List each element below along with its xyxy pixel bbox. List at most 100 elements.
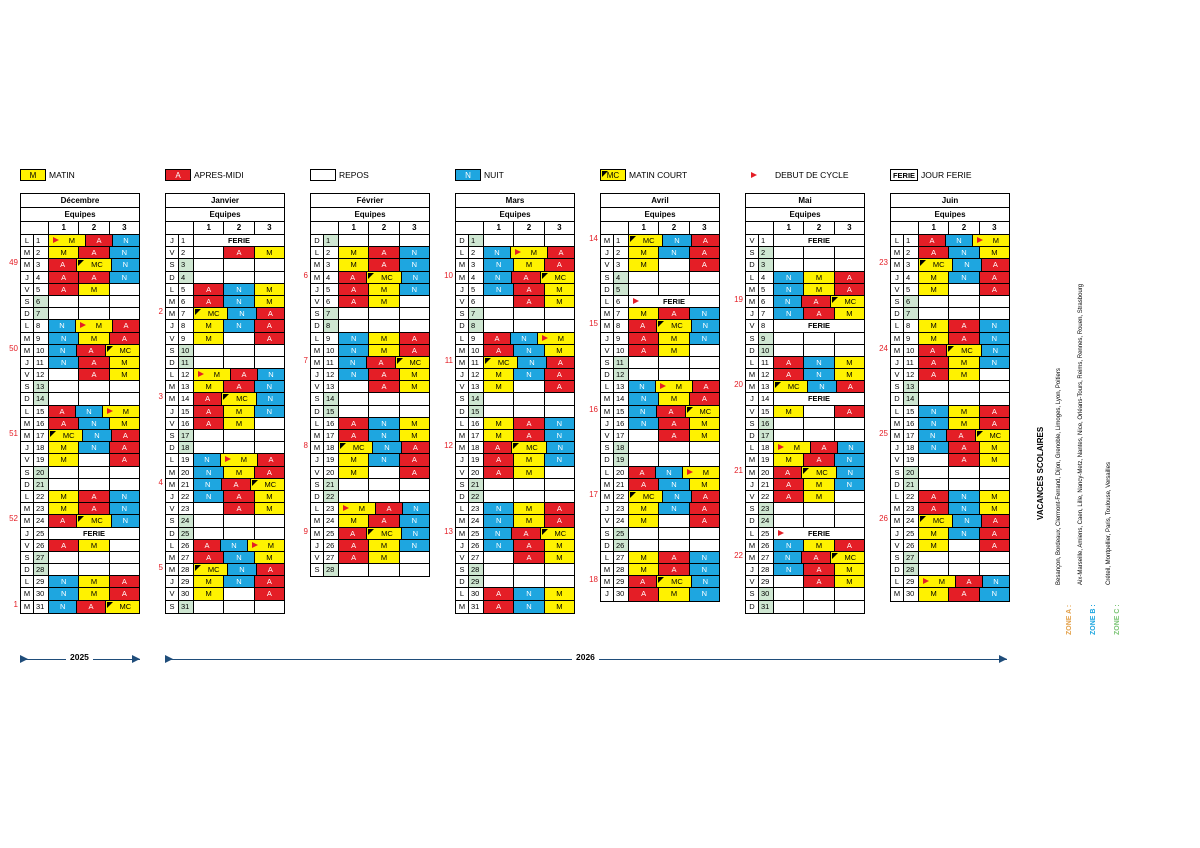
shift-cell: M xyxy=(683,466,719,478)
day-number: 25 xyxy=(179,527,194,539)
day-number: 18 xyxy=(469,442,484,454)
team-number: 3 xyxy=(122,223,127,232)
weekday: V xyxy=(891,539,904,551)
shift-cell: M xyxy=(834,356,864,369)
weekday: S xyxy=(21,466,34,478)
shift-cell xyxy=(919,466,950,478)
shift-cell: N xyxy=(484,515,515,527)
day-number: 7 xyxy=(34,308,49,320)
team-number: 1 xyxy=(339,222,370,234)
day-row: M 20 A MC N xyxy=(746,466,864,479)
shift-cell xyxy=(980,467,1009,478)
shift-cell: M xyxy=(514,503,545,515)
day-row: M 19 M A N xyxy=(746,454,864,467)
day-row: M 17 M A N xyxy=(456,430,574,443)
day-row: M 7 MC N A xyxy=(166,308,284,321)
shift-cell xyxy=(980,369,1009,380)
shift-cell xyxy=(369,405,400,417)
day-number: 20 xyxy=(179,466,194,478)
shift-cell: N xyxy=(774,551,803,564)
day-number: 21 xyxy=(759,478,774,490)
shift-cell: N xyxy=(949,527,980,539)
shift-cell xyxy=(255,272,284,283)
weekday: M xyxy=(311,515,324,527)
arrow-icon xyxy=(999,655,1007,663)
shift-cell: M xyxy=(79,332,110,344)
holiday-cell: FERIE xyxy=(629,296,719,307)
week-number: 51 xyxy=(9,429,18,438)
day-row: S 28 xyxy=(311,564,429,577)
shift-cell: M xyxy=(79,576,110,588)
day-number: 1 xyxy=(759,235,774,247)
shift-cell: A xyxy=(689,515,719,527)
shift-cell: MC xyxy=(484,356,519,369)
day-row: L 20 A N M xyxy=(601,466,719,479)
shift-cell xyxy=(339,308,370,320)
shift-cell: N xyxy=(373,442,402,454)
day-number: 15 xyxy=(904,405,919,417)
weekday: D xyxy=(166,527,179,539)
day-row: S 11 xyxy=(601,356,719,370)
shift-cell: A xyxy=(514,539,545,551)
day-number: 3 xyxy=(759,259,774,271)
shift-cell xyxy=(484,393,515,405)
day-number: 17 xyxy=(904,430,919,442)
shift-cell: A xyxy=(254,588,284,600)
day-row: M 20 N M A xyxy=(166,466,284,479)
day-number: 4 xyxy=(759,271,774,283)
shift-cell: A xyxy=(194,405,225,417)
shift-cell: MC xyxy=(105,600,139,613)
shift-cell xyxy=(545,576,574,587)
shift-cell: N xyxy=(76,405,103,417)
weekday: D xyxy=(311,235,324,247)
weekday: M xyxy=(601,490,614,503)
shift-cell: N xyxy=(224,283,255,295)
shift-cell: A xyxy=(629,478,660,490)
shift-cell: M xyxy=(194,320,225,332)
shift-cell: M xyxy=(919,576,956,588)
day-number: 18 xyxy=(759,442,774,454)
shift-cell: M xyxy=(79,283,110,295)
day-number: 6 xyxy=(614,295,629,308)
shift-cell xyxy=(400,552,429,563)
day-row: D 17 xyxy=(746,430,864,443)
legend-label: REPOS xyxy=(339,169,369,180)
shift-cell xyxy=(919,308,950,320)
shift-cell xyxy=(545,479,574,490)
shift-cell xyxy=(255,259,284,270)
day-number: 15 xyxy=(34,405,49,417)
week-number: 4 xyxy=(158,478,163,487)
day-number: 12 xyxy=(324,369,339,381)
shift-cell: A xyxy=(86,235,113,247)
day-row: M 16 A N M xyxy=(21,417,139,430)
shift-cell: A xyxy=(802,551,831,564)
shift-cell xyxy=(629,539,660,551)
teams-header: Equipes xyxy=(21,208,139,222)
shift-cell: N xyxy=(518,356,547,369)
day-row: L 30 A N M xyxy=(456,588,574,601)
shift-cell xyxy=(949,295,980,308)
day-row: M 14 N M A xyxy=(601,393,719,406)
weekday: M xyxy=(21,503,34,515)
weekday: V xyxy=(746,235,759,247)
shift-cell: M xyxy=(544,600,574,613)
shift-cell xyxy=(949,393,980,405)
shift-cell: N xyxy=(514,600,545,613)
shift-cell: A xyxy=(339,417,370,429)
shift-cell: M xyxy=(544,295,574,308)
shift-cell: A xyxy=(49,283,80,295)
shift-cell: N xyxy=(369,454,400,466)
shift-cell: N xyxy=(109,247,139,259)
shift-cell xyxy=(400,393,429,404)
shift-cell xyxy=(224,600,255,613)
shift-cell: N xyxy=(49,600,78,613)
shift-cell: M xyxy=(109,356,139,369)
shift-cell xyxy=(919,295,950,308)
day-number: 16 xyxy=(179,417,194,429)
shift-cell xyxy=(224,332,255,344)
shift-cell: N xyxy=(484,539,515,551)
shift-cell: N xyxy=(79,442,110,454)
